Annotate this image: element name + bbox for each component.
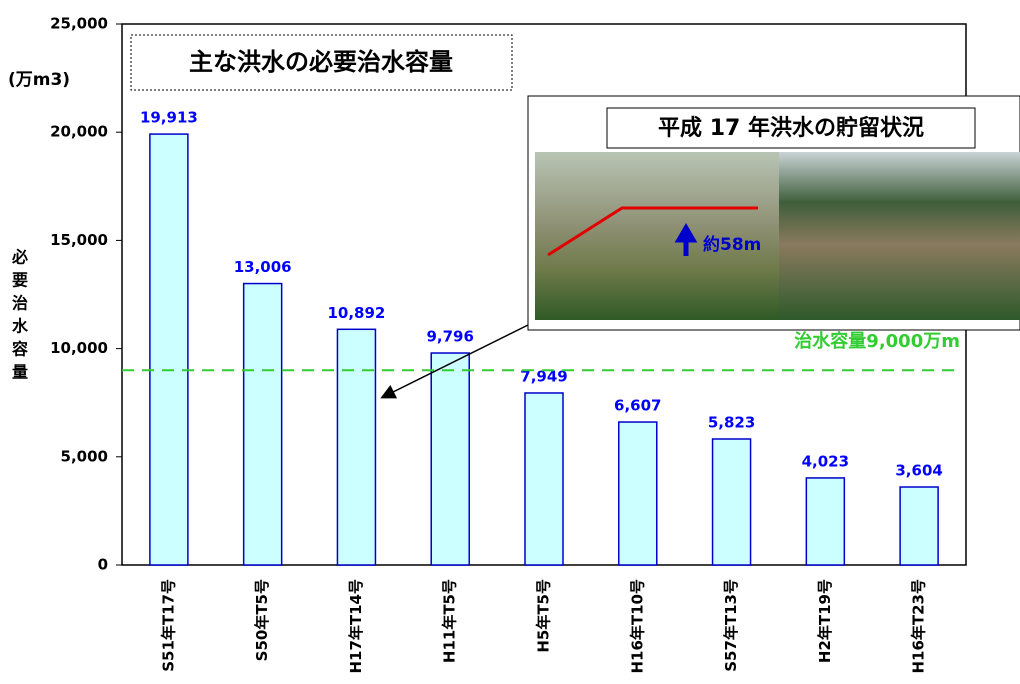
reference-label: 治水容量9,000万m xyxy=(794,330,960,352)
x-tick-label: H16年T10号 xyxy=(628,579,646,674)
svg-text:必: 必 xyxy=(11,248,28,267)
water-level xyxy=(547,206,758,257)
data-label: 5,823 xyxy=(708,413,755,431)
x-tick-label: H16年T23号 xyxy=(910,579,928,674)
inset: 平成 17 年洪水の貯留状況 約58m xyxy=(527,95,1020,331)
x-tick-label: H5年T5号 xyxy=(535,579,553,653)
x-tick-label: S57年T13号 xyxy=(722,579,740,672)
svg-text:治: 治 xyxy=(12,294,28,313)
y-tick-label: 25,000 xyxy=(50,15,108,33)
y-tick-label: 5,000 xyxy=(61,447,108,465)
chart-title: 主な洪水の必要治水容量 xyxy=(189,48,453,76)
bar xyxy=(618,421,658,566)
inset-annotation: 約58m xyxy=(703,234,761,255)
bar xyxy=(149,133,189,566)
bar xyxy=(242,282,283,566)
data-label: 3,604 xyxy=(895,462,942,480)
inset-title: 平成 17 年洪水の貯留状況 xyxy=(658,115,924,141)
pointer-arrow xyxy=(380,324,529,399)
bar xyxy=(711,438,752,566)
x-tick-label: S50年T5号 xyxy=(253,579,271,661)
y-tick-label: 10,000 xyxy=(50,339,108,357)
title-box xyxy=(130,34,513,91)
y-tick-label: 20,000 xyxy=(50,123,108,141)
y-axis-label: 必要治水容量 xyxy=(11,248,29,382)
x-tick-label: S51年T17号 xyxy=(159,579,177,672)
data-label: 10,892 xyxy=(327,304,385,322)
svg-text:量: 量 xyxy=(12,363,28,382)
y-tick-label: 15,000 xyxy=(50,231,108,249)
data-label: 19,913 xyxy=(140,109,198,127)
svg-text:要: 要 xyxy=(12,271,28,290)
x-tick-label: H11年T5号 xyxy=(441,579,459,663)
inset-title-box xyxy=(606,107,976,149)
bar xyxy=(336,328,377,566)
svg-text:水: 水 xyxy=(12,317,29,336)
data-label: 4,023 xyxy=(802,452,849,470)
bar xyxy=(524,392,564,566)
bar xyxy=(805,477,846,566)
svg-text:容: 容 xyxy=(11,340,28,359)
bar xyxy=(899,486,939,566)
x-tick-label: H2年T19号 xyxy=(816,579,834,663)
data-label: 13,006 xyxy=(234,258,292,276)
bar xyxy=(430,352,470,566)
rise-arrow xyxy=(674,223,698,256)
data-label: 6,607 xyxy=(614,397,661,415)
x-tick-label: H17年T14号 xyxy=(347,579,365,674)
data-label: 7,949 xyxy=(520,367,567,385)
y-tick-label: 0 xyxy=(98,556,108,574)
data-label: 9,796 xyxy=(426,328,473,346)
photo xyxy=(779,152,1020,320)
y-unit: (万m3) xyxy=(8,70,70,90)
